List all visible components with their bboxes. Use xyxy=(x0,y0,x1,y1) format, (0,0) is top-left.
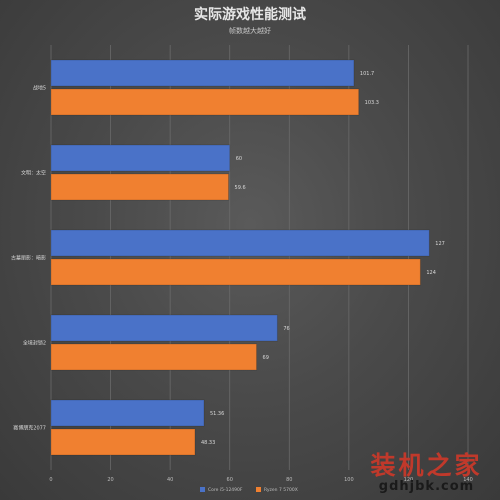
labels: 101.7 103.3 战地5 60 59.6 文明：太空 127 124 古墓丽影：暗影 76 6… xyxy=(11,71,445,446)
data-label: 101.7 xyxy=(360,71,374,77)
data-label: 60 xyxy=(236,156,242,162)
bar xyxy=(50,88,360,116)
x-tick-label: 100 xyxy=(344,477,354,483)
chart-subtitle: 帧数越大越好 xyxy=(229,26,271,35)
data-label: 76 xyxy=(283,326,289,332)
legend-label: Ryzen 7 5700X xyxy=(264,487,298,493)
x-tick-label: 0 xyxy=(49,477,52,483)
x-tick-label: 80 xyxy=(286,477,292,483)
bar xyxy=(50,258,421,286)
legend-swatch xyxy=(200,487,205,492)
x-tick-label: 120 xyxy=(404,477,414,483)
bar xyxy=(50,144,231,172)
data-label: 48.33 xyxy=(201,440,215,446)
bar xyxy=(50,229,430,257)
data-label: 69 xyxy=(263,355,269,361)
bar xyxy=(50,428,196,456)
category-label: 赛博朋克2077 xyxy=(13,425,46,432)
data-label: 51.36 xyxy=(210,411,224,417)
legend-label: Core i5-12490F xyxy=(208,487,243,493)
category-label: 文明：太空 xyxy=(21,170,46,177)
data-label: 124 xyxy=(426,270,436,276)
x-axis: 0 20 40 60 80 100 120 140 xyxy=(49,477,472,483)
legend: Core i5-12490F Ryzen 7 5700X xyxy=(200,487,298,493)
watermark-url: gdhjbk.com xyxy=(378,479,475,494)
bar xyxy=(50,59,355,87)
category-label: 全境封锁2 xyxy=(23,340,46,347)
watermark-title: 装机之家 xyxy=(370,451,483,480)
watermark: 装机之家 gdhjbk.com xyxy=(359,452,494,494)
bar xyxy=(50,314,278,342)
bar xyxy=(50,173,230,201)
bar xyxy=(50,399,205,427)
legend-swatch xyxy=(256,487,261,492)
data-label: 59.6 xyxy=(235,185,246,191)
category-label: 古墓丽影：暗影 xyxy=(11,255,46,262)
bars xyxy=(50,59,430,456)
gridlines xyxy=(50,45,469,470)
x-tick-label: 40 xyxy=(167,477,173,483)
chart-title: 实际游戏性能测试 xyxy=(194,6,306,23)
bar xyxy=(50,343,258,371)
category-label: 战地5 xyxy=(33,85,46,92)
data-label: 127 xyxy=(435,241,445,247)
x-tick-label: 20 xyxy=(107,477,113,483)
data-label: 103.3 xyxy=(365,100,379,106)
x-tick-label: 60 xyxy=(227,477,233,483)
x-tick-label: 140 xyxy=(463,477,473,483)
